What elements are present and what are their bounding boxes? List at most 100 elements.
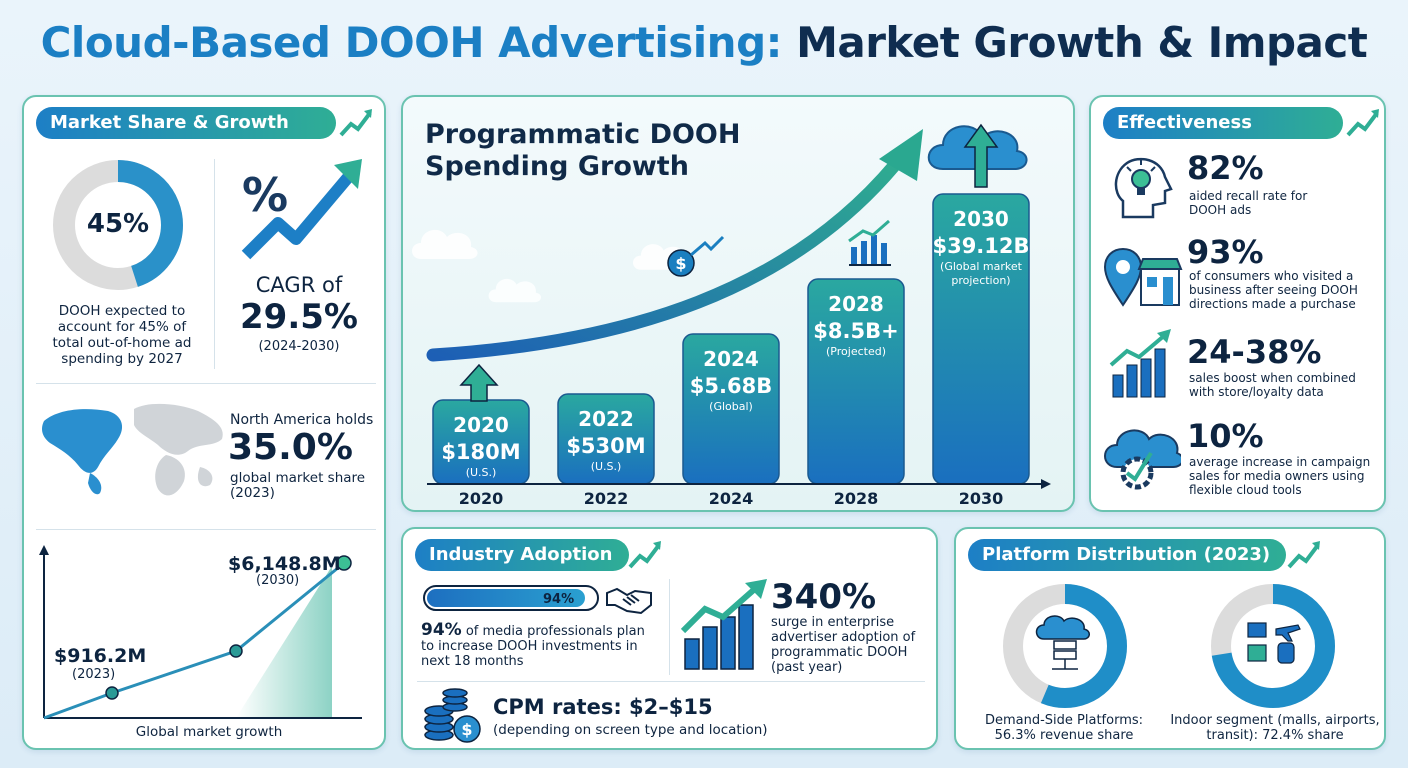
indoor-caption: Indoor segment (malls, airports, transit… [1170, 713, 1380, 743]
bar-growth-icon [848, 219, 891, 266]
progress-fill [427, 589, 585, 607]
bar-note-2024: (Global) [709, 400, 753, 413]
metric-desc-1: aided recall rate for DOOH ads [1189, 189, 1308, 217]
metric-value-3: 24-38% [1187, 333, 1322, 371]
indoor-donut [1211, 584, 1335, 708]
industry-pill: Industry Adoption [415, 539, 629, 571]
bar-growth-icon-2 [1109, 329, 1171, 398]
bar-year-2020: 2020 [453, 413, 509, 437]
bar-growth-icon-3 [680, 579, 767, 670]
x-tick-2022: 2022 [583, 489, 629, 508]
surge-text: surge in enterprise advertiser adoption … [771, 615, 916, 675]
divider-horizontal-3 [417, 681, 925, 682]
coins-icon: $ [424, 688, 481, 743]
platform-pill: Platform Distribution (2023) [968, 539, 1286, 571]
growth-start: $916.2M [54, 645, 147, 667]
dollar-coin-icon: $ [667, 235, 725, 277]
page-title: Cloud-Based DOOH Advertising: Market Gro… [0, 18, 1408, 67]
bar-value-2024: $5.68B [689, 374, 773, 398]
svg-text:$: $ [461, 720, 472, 739]
title-part1: Cloud-Based DOOH Advertising: [40, 18, 783, 67]
na-value: 35.0% [228, 427, 353, 468]
progress-label: 94% [543, 592, 575, 607]
cloud-gear-icon [1104, 429, 1181, 490]
chart-title: Programmatic DOOH Spending Growth [425, 119, 741, 182]
dsp-caption: Demand-Side Platforms: 56.3% revenue sha… [984, 713, 1144, 743]
market-share-card: Market Share & Growth Rate 45% DOOH expe… [22, 95, 386, 750]
na-caption: global market share (2023) [230, 470, 366, 501]
bar-value-2028: $8.5B+ [813, 319, 899, 343]
cagr-label: CAGR of [255, 273, 343, 297]
cpm-sub: (depending on screen type and location) [493, 722, 768, 738]
bar-note-2028: (Projected) [826, 345, 886, 358]
percent-growth-icon: % [241, 159, 362, 260]
bar-value-2022: $530M [566, 434, 646, 458]
x-tick-2030: 2030 [958, 489, 1004, 508]
bar-note-2022: (U.S.) [590, 460, 622, 473]
metric-desc-3: sales boost when combined with store/loy… [1189, 371, 1356, 399]
transit-icons [1247, 622, 1301, 664]
bar-year-2024: 2024 [703, 347, 759, 371]
donut-caption: DOOH expected to account for 45% of tota… [52, 303, 192, 367]
divider-vertical [214, 159, 215, 369]
growth-line-chart [39, 545, 362, 720]
metric-value-1: 82% [1187, 149, 1264, 187]
share-donut [53, 160, 183, 290]
effectiveness-card: Effectiveness Metrics 82% aided recall r… [1089, 95, 1386, 512]
svg-text:$: $ [675, 254, 686, 273]
bar-year-2030: 2030 [953, 207, 1009, 231]
title-part2: Market Growth & Impact [796, 18, 1368, 67]
cloud-server-icon [1035, 615, 1090, 670]
divider-horizontal-2 [36, 529, 376, 530]
bar-year-2022: 2022 [578, 407, 634, 431]
bar-note-2030: (Global market projection) [940, 260, 1022, 287]
bar-note-2020: (U.S.) [465, 466, 497, 479]
dsp-donut-arc [1003, 584, 1127, 708]
cloud-upload-icon [927, 123, 1028, 188]
media-body: of media professionals plan to increase … [421, 624, 645, 669]
growth-end-year: (2030) [256, 573, 300, 588]
media-strong: 94% [421, 620, 462, 640]
trend-arrow-icon-2 [1346, 109, 1379, 137]
divider-horizontal [36, 383, 376, 384]
x-tick-2024: 2024 [708, 489, 754, 508]
spending-chart-card: Programmatic DOOH Spending Growth $ [401, 95, 1075, 512]
trend-arrow-icon-4 [1287, 541, 1320, 569]
cloud-decoration-icon [412, 229, 478, 259]
dsp-donut [1003, 584, 1127, 708]
indoor-donut-arc [1211, 584, 1335, 708]
trend-arrow-icon [339, 109, 372, 137]
bar-value-2020: $180M [441, 440, 521, 464]
platform-card: Platform Distribution (2023) Demand-Side… [954, 527, 1386, 750]
bar-value-2030: $39.12B [932, 234, 1030, 258]
store-location-icon [1103, 247, 1183, 307]
bar-chart: $ [426, 123, 1051, 489]
metric-desc-2: of consumers who visited a business afte… [1189, 269, 1358, 311]
progress-track [423, 585, 599, 611]
cloud-decoration-icon-2 [488, 278, 542, 303]
x-tick-2028: 2028 [833, 489, 879, 508]
svg-text:%: % [242, 168, 288, 222]
handshake-icon [606, 587, 652, 615]
divider-vertical-2 [669, 579, 670, 675]
x-tick-2020: 2020 [458, 489, 504, 508]
industry-adoption-card: Industry Adoption 94% 94% of media profe… [401, 527, 938, 750]
metric-desc-4: average increase in campaign sales for m… [1189, 455, 1371, 497]
head-lightbulb-icon [1114, 157, 1173, 219]
surge-value: 340% [771, 577, 877, 617]
media-text: 94% of media professionals plan to incre… [421, 620, 657, 670]
growth-caption: Global market growth [135, 724, 283, 740]
na-label: North America holds [230, 412, 374, 428]
cagr-value: 29.5% [240, 297, 358, 337]
world-map-icon [42, 403, 223, 496]
share-donut-arc [53, 160, 183, 290]
growth-end: $6,148.8M [228, 553, 341, 575]
growth-start-year: (2023) [72, 667, 116, 682]
bar-year-2028: 2028 [828, 292, 884, 316]
donut-value: 45% [86, 209, 150, 239]
cagr-period: (2024-2030) [258, 339, 340, 354]
trend-arrow-icon-3 [628, 541, 661, 569]
market-share-pill: Market Share & Growth Rate [36, 107, 336, 165]
metric-value-2: 93% [1187, 233, 1264, 271]
up-arrow-icon [459, 363, 499, 402]
